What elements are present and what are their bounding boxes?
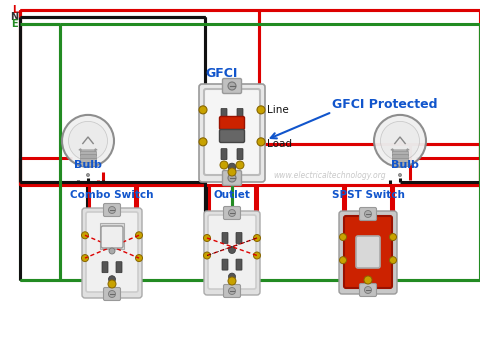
FancyBboxPatch shape <box>104 288 120 301</box>
Circle shape <box>364 211 372 217</box>
Circle shape <box>228 174 236 182</box>
FancyBboxPatch shape <box>221 149 227 159</box>
Text: GFCI Protected: GFCI Protected <box>332 98 437 111</box>
FancyBboxPatch shape <box>104 203 120 216</box>
Bar <box>392 154 408 158</box>
Circle shape <box>364 287 372 293</box>
Bar <box>392 158 408 162</box>
Circle shape <box>82 255 88 262</box>
Circle shape <box>398 174 402 177</box>
Circle shape <box>108 280 116 288</box>
FancyBboxPatch shape <box>204 89 260 175</box>
FancyBboxPatch shape <box>356 236 380 268</box>
Circle shape <box>108 291 116 297</box>
Circle shape <box>389 234 396 240</box>
Circle shape <box>364 276 372 284</box>
Text: GFCI: GFCI <box>206 67 238 80</box>
FancyBboxPatch shape <box>101 226 123 248</box>
FancyBboxPatch shape <box>223 78 241 94</box>
Circle shape <box>339 234 347 240</box>
FancyBboxPatch shape <box>360 207 376 220</box>
FancyBboxPatch shape <box>222 259 228 270</box>
Circle shape <box>374 115 426 167</box>
Circle shape <box>228 247 236 253</box>
FancyBboxPatch shape <box>199 84 265 182</box>
Polygon shape <box>79 149 97 152</box>
Circle shape <box>253 252 261 259</box>
FancyBboxPatch shape <box>208 215 256 289</box>
Circle shape <box>228 168 236 176</box>
FancyBboxPatch shape <box>223 171 241 185</box>
Bar <box>80 154 96 158</box>
Text: Bulb: Bulb <box>391 160 419 170</box>
Circle shape <box>339 257 347 264</box>
FancyBboxPatch shape <box>236 233 242 243</box>
Circle shape <box>108 207 116 213</box>
Circle shape <box>135 255 143 262</box>
Circle shape <box>204 252 211 259</box>
FancyBboxPatch shape <box>221 108 227 120</box>
FancyBboxPatch shape <box>82 208 142 298</box>
Text: N: N <box>10 12 18 22</box>
Polygon shape <box>391 149 409 152</box>
Circle shape <box>135 232 143 239</box>
Text: Combo Switch: Combo Switch <box>70 190 154 200</box>
Text: Bulb: Bulb <box>74 160 102 170</box>
Bar <box>392 162 408 166</box>
Circle shape <box>236 161 244 169</box>
FancyBboxPatch shape <box>86 212 138 292</box>
FancyBboxPatch shape <box>237 149 243 159</box>
Bar <box>392 151 408 155</box>
Circle shape <box>257 138 265 146</box>
Circle shape <box>228 273 236 280</box>
FancyBboxPatch shape <box>204 211 260 295</box>
FancyBboxPatch shape <box>344 216 392 288</box>
Bar <box>80 162 96 166</box>
Circle shape <box>228 288 236 294</box>
Text: E: E <box>12 19 18 29</box>
FancyBboxPatch shape <box>102 262 108 273</box>
Text: www.electricaltechnology.org: www.electricaltechnology.org <box>274 171 386 180</box>
Circle shape <box>69 121 108 161</box>
FancyBboxPatch shape <box>116 262 122 273</box>
Circle shape <box>228 123 236 131</box>
Circle shape <box>204 234 211 242</box>
Circle shape <box>109 248 115 254</box>
FancyBboxPatch shape <box>339 211 397 294</box>
FancyBboxPatch shape <box>219 117 244 130</box>
Circle shape <box>86 174 90 177</box>
Circle shape <box>381 121 420 161</box>
Circle shape <box>228 163 236 171</box>
FancyBboxPatch shape <box>219 130 244 143</box>
Circle shape <box>253 234 261 242</box>
Circle shape <box>228 82 236 90</box>
Circle shape <box>199 106 207 114</box>
Text: SPST Switch: SPST Switch <box>332 190 405 200</box>
Circle shape <box>82 232 88 239</box>
Text: L: L <box>12 5 18 15</box>
Circle shape <box>257 106 265 114</box>
FancyBboxPatch shape <box>224 284 240 297</box>
Text: Line: Line <box>267 105 289 115</box>
FancyBboxPatch shape <box>222 233 228 243</box>
Bar <box>80 151 96 155</box>
Circle shape <box>228 210 236 216</box>
Circle shape <box>220 161 228 169</box>
FancyBboxPatch shape <box>236 259 242 270</box>
Circle shape <box>62 115 114 167</box>
Circle shape <box>228 277 236 285</box>
Bar <box>100 223 124 249</box>
Text: Outlet: Outlet <box>214 190 251 200</box>
Circle shape <box>199 138 207 146</box>
Text: Load: Load <box>267 139 292 149</box>
Circle shape <box>108 276 116 283</box>
FancyBboxPatch shape <box>224 207 240 220</box>
Circle shape <box>389 257 396 264</box>
Bar <box>80 158 96 162</box>
FancyBboxPatch shape <box>237 108 243 120</box>
FancyBboxPatch shape <box>360 284 376 297</box>
